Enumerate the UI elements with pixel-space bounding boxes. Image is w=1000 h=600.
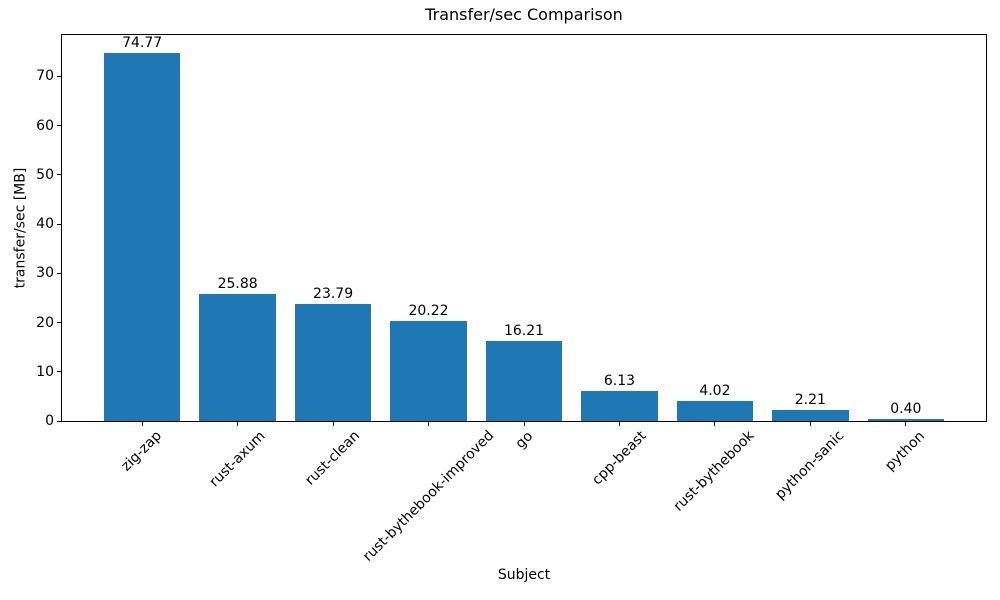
x-tick-label: cpp-beast	[589, 427, 650, 489]
x-tick-label: rust-bythebook	[671, 428, 758, 515]
y-tick	[57, 371, 61, 373]
y-tick	[57, 75, 61, 77]
bar-value-label: 74.77	[122, 34, 163, 51]
x-tick	[523, 422, 525, 426]
y-tick	[57, 420, 61, 422]
x-tick-label: python-sanic	[772, 427, 848, 504]
bar-value-label: 0.40	[890, 401, 922, 418]
bar-rust-axum	[199, 293, 276, 421]
x-tick	[714, 422, 716, 426]
y-tick-label: 30	[36, 265, 54, 282]
x-tick	[428, 422, 430, 426]
bar-rust-bythebook-improved	[390, 321, 467, 421]
x-tick-label: go	[512, 427, 536, 452]
y-tick	[57, 174, 61, 176]
bar-value-label: 25.88	[217, 275, 258, 292]
y-tick-label: 10	[36, 363, 54, 380]
x-tick-label: rust-axum	[206, 428, 269, 491]
bar-rust-clean	[294, 303, 372, 421]
x-tick	[618, 422, 620, 426]
bar-python-sanic	[772, 410, 849, 421]
bar-value-label: 23.79	[313, 285, 354, 302]
bar-rust-bythebook	[676, 401, 754, 421]
x-tick	[332, 422, 334, 426]
y-tick	[57, 125, 61, 127]
y-tick-label: 50	[36, 166, 54, 183]
bar-value-label: 4.02	[699, 383, 731, 400]
y-tick-label: 20	[36, 314, 54, 331]
bar-go	[485, 341, 563, 421]
y-tick	[57, 272, 61, 274]
y-tick-label: 60	[36, 117, 54, 134]
x-tick	[237, 422, 239, 426]
bar-python	[867, 419, 944, 421]
bar-cpp-beast	[581, 390, 658, 421]
y-tick	[57, 223, 61, 225]
y-tick-label: 0	[45, 413, 54, 429]
x-tick	[905, 422, 907, 426]
x-tick	[809, 422, 811, 426]
y-tick-label: 70	[36, 68, 54, 85]
x-tick	[141, 422, 143, 426]
bar-value-label: 16.21	[503, 323, 545, 340]
x-tick-label: zig-zap	[118, 427, 166, 475]
bar-value-label: 6.13	[603, 372, 636, 389]
x-tick-label: rust-bythebook-improved	[359, 427, 497, 566]
x-tick-label: python	[882, 427, 929, 474]
bar-value-label: 2.21	[794, 392, 826, 409]
plot-area: 0 10 20 30 40 50 60 70 74.77 zig-zap 25.88 rust-axu…	[36, 34, 987, 565]
bar-value-label: 20.22	[408, 303, 449, 320]
bar-zig-zap	[104, 52, 181, 421]
x-axis-label: Subject	[497, 567, 551, 583]
y-tick	[57, 322, 61, 324]
x-tick-label: rust-clean	[302, 427, 364, 489]
chart-title: Transfer/sec Comparison	[425, 5, 623, 24]
y-tick-label: 40	[36, 216, 54, 233]
